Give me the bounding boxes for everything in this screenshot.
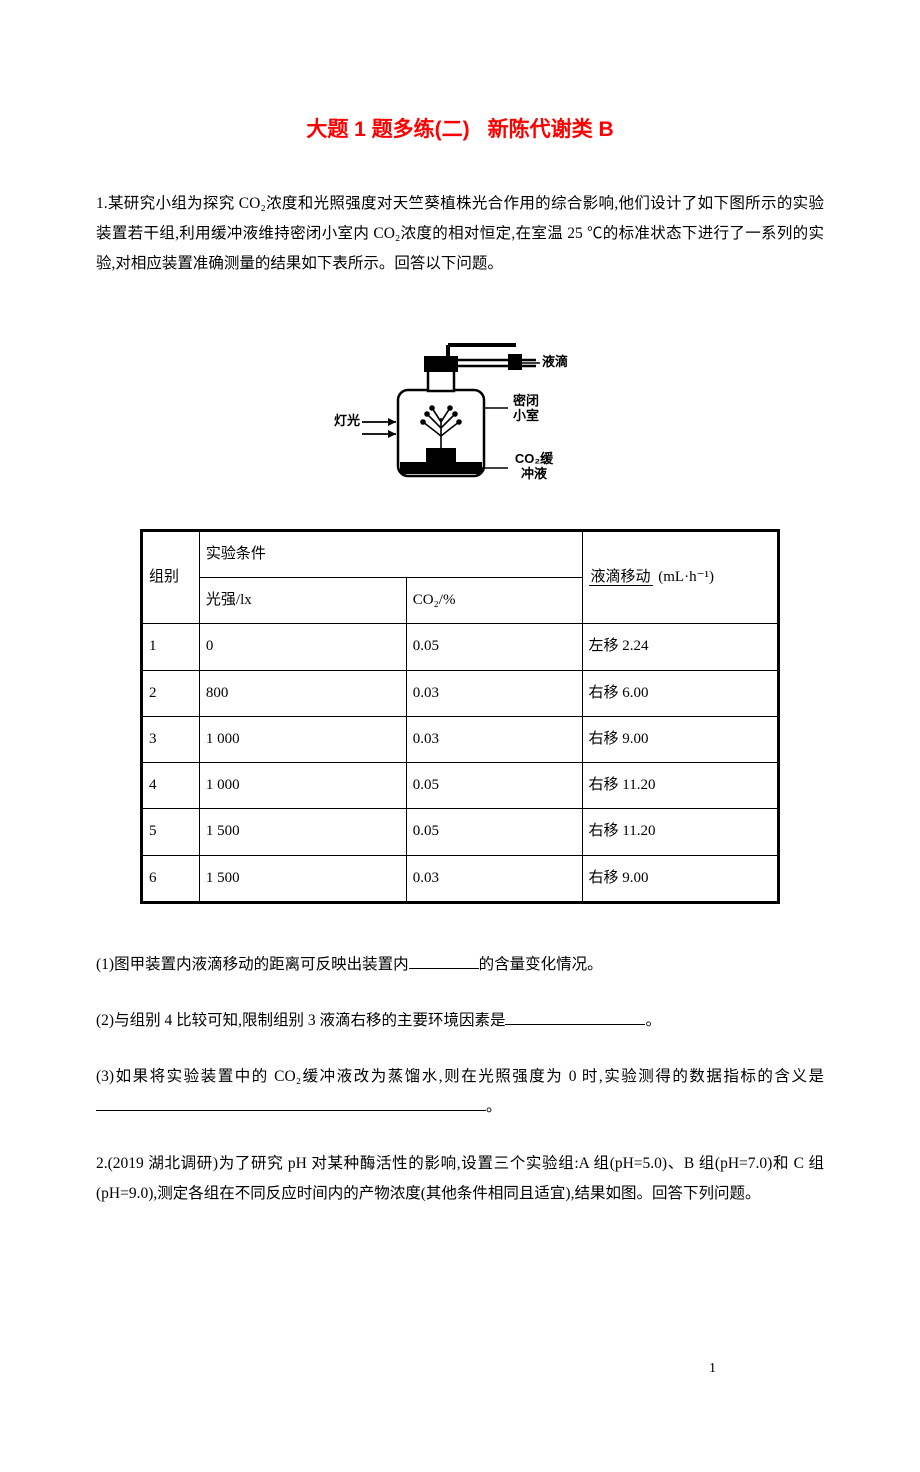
q1-sub-a: (1)图甲装置内液滴移动的距离可反映出装置内的含量变化情况。	[96, 950, 824, 980]
table-row: 61 5000.03右移 9.00	[142, 855, 779, 902]
apparatus-diagram: 灯光 液滴 密闭小室 CO₂缓冲液	[96, 336, 824, 507]
page-title: 大题 1 题多练(二) 新陈代谢类 B	[96, 110, 824, 151]
title-left: 大题 1 题多练(二)	[306, 118, 469, 141]
th-drop-top: 液滴移动	[589, 569, 653, 586]
q1-sub-c: (3)如果将实验装置中的 CO₂缓冲液改为蒸馏水,则在光照强度为 0 时,实验测…	[96, 1062, 824, 1122]
blank	[505, 1009, 645, 1025]
th-light: 光强/lx	[199, 578, 406, 624]
q1-intro: 1.某研究小组为探究 CO₂浓度和光照强度对天竺葵植株光合作用的综合影响,他们设…	[96, 189, 824, 280]
page-number: 1	[709, 1355, 716, 1382]
table-row: 28000.03右移 6.00	[142, 670, 779, 716]
table-row: 31 0000.03右移 9.00	[142, 716, 779, 762]
label-drop: 液滴	[542, 355, 568, 370]
table-row: 100.05左移 2.24	[142, 624, 779, 670]
q1-sub-b: (2)与组别 4 比较可知,限制组别 3 液滴右移的主要环境因素是。	[96, 1006, 824, 1036]
label-light: 灯光	[334, 414, 360, 429]
table-row: 41 0000.05右移 11.20	[142, 763, 779, 809]
table-row: 51 5000.05右移 11.20	[142, 809, 779, 855]
blank	[96, 1095, 486, 1111]
th-drop: 液滴移动 (mL·h⁻¹)	[582, 530, 779, 624]
th-drop-bot: (mL·h⁻¹)	[656, 569, 716, 585]
th-cond: 实验条件	[199, 530, 582, 577]
title-right: 新陈代谢类 B	[488, 118, 614, 141]
q2-intro: 2.(2019 湖北调研)为了研究 pH 对某种酶活性的影响,设置三个实验组:A…	[96, 1149, 824, 1209]
blank	[409, 953, 479, 969]
results-table: 组别 实验条件 液滴移动 (mL·h⁻¹) 光强/lx CO₂/% 100.05…	[140, 529, 780, 904]
th-co2: CO₂/%	[406, 578, 582, 624]
th-group: 组别	[142, 530, 200, 624]
label-buffer: CO₂缓冲液	[511, 452, 557, 482]
table-body: 100.05左移 2.24 28000.03右移 6.00 31 0000.03…	[142, 624, 779, 903]
label-chamber: 密闭小室	[511, 394, 541, 424]
